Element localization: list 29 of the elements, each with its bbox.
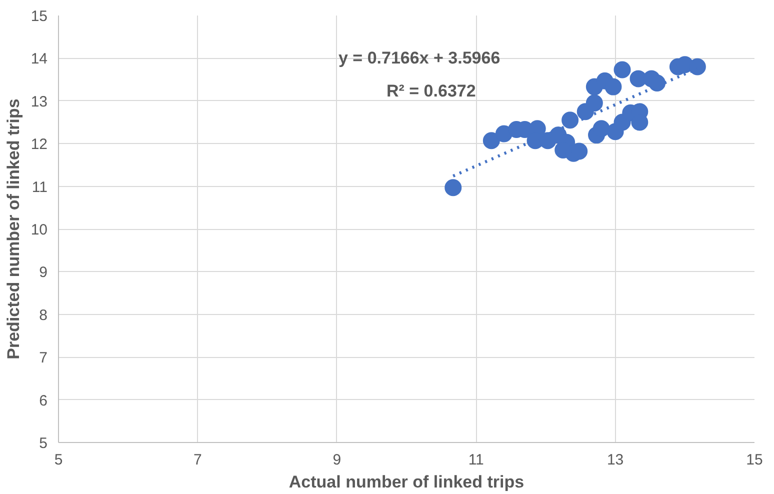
x-tick-label: 7: [194, 452, 202, 468]
point: [444, 179, 462, 196]
x-tick-label: 13: [606, 452, 624, 468]
x-tick-label: 15: [746, 452, 763, 468]
y-tick-label: 12: [30, 136, 48, 154]
y-tick-label: 11: [32, 178, 48, 196]
y-tick-label: 8: [39, 306, 48, 324]
y-tick-label: 15: [30, 8, 48, 25]
point: [482, 132, 500, 150]
y-tick-label: 6: [39, 392, 48, 410]
y-tick-label: 10: [30, 222, 48, 238]
point: [562, 112, 579, 129]
x-tick-label: 11: [468, 452, 484, 468]
y-tick-label: 14: [30, 50, 48, 68]
point: [614, 61, 631, 78]
x-tick-label: 9: [332, 452, 342, 468]
annotation: y = 0.7166x + 3.5966: [338, 48, 500, 68]
point: [592, 120, 610, 138]
y-tick-label: 5: [39, 435, 48, 452]
annotation: R² = 0.6372: [386, 82, 476, 100]
y-tick-label: 7: [39, 350, 48, 367]
y-tick-label: 9: [39, 264, 48, 282]
point: [648, 74, 666, 92]
y-tick-label: 13: [30, 93, 48, 110]
point: [586, 94, 603, 112]
x-tick-label: 5: [54, 452, 63, 468]
y-axis-title: Predicted number of linked trips: [4, 98, 23, 360]
x-axis-title: Actual number of linked trips: [288, 472, 524, 492]
point: [604, 78, 622, 96]
